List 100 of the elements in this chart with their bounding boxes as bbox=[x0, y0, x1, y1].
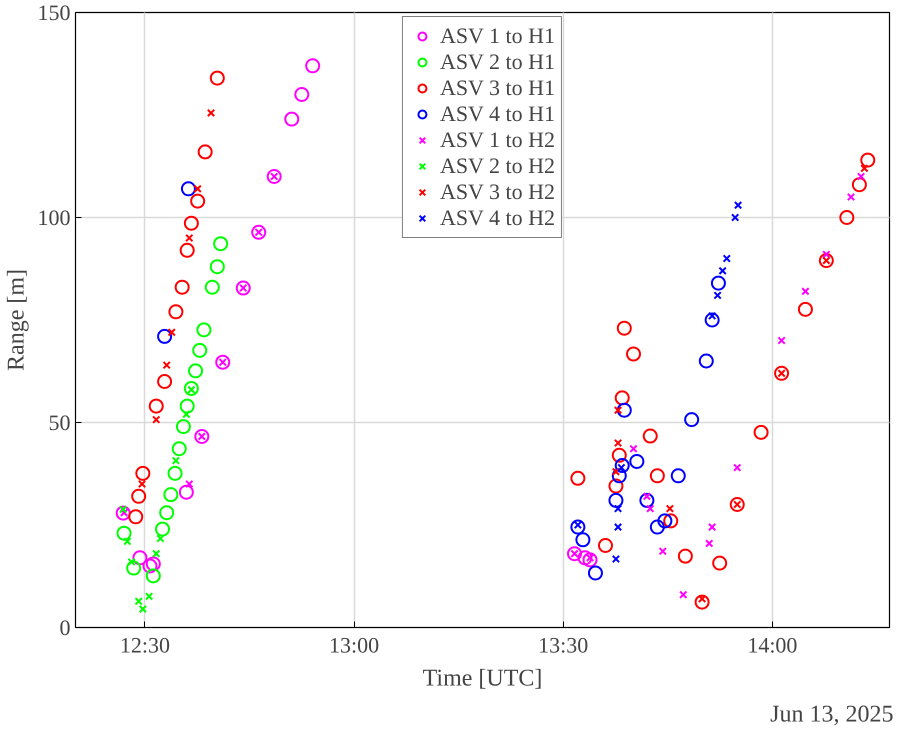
point bbox=[162, 360, 171, 370]
point bbox=[657, 513, 672, 528]
point bbox=[163, 487, 178, 502]
point bbox=[798, 302, 813, 317]
legend-label: ASV 2 to H2 bbox=[440, 153, 556, 179]
point bbox=[818, 253, 834, 268]
point bbox=[608, 478, 624, 494]
point bbox=[614, 390, 630, 406]
point bbox=[575, 532, 590, 548]
point bbox=[123, 537, 132, 546]
legend-label: ASV 3 to H2 bbox=[440, 179, 556, 205]
point bbox=[128, 509, 144, 524]
point bbox=[210, 70, 225, 86]
point bbox=[570, 470, 586, 486]
point bbox=[650, 468, 665, 484]
point bbox=[860, 164, 869, 172]
point bbox=[132, 550, 148, 566]
point bbox=[684, 412, 700, 428]
point bbox=[670, 468, 686, 484]
point bbox=[598, 538, 613, 553]
point bbox=[185, 234, 194, 242]
point bbox=[588, 565, 603, 580]
point bbox=[570, 520, 586, 535]
point bbox=[188, 363, 204, 378]
point bbox=[294, 87, 310, 102]
point bbox=[190, 194, 206, 209]
legend-label: ASV 2 to H1 bbox=[440, 49, 556, 75]
point bbox=[180, 398, 195, 414]
point bbox=[734, 201, 742, 210]
legend-label: ASV 4 to H1 bbox=[440, 101, 556, 127]
point bbox=[127, 558, 136, 566]
point bbox=[612, 448, 627, 463]
point bbox=[614, 504, 622, 513]
point bbox=[134, 597, 143, 606]
point bbox=[157, 328, 172, 344]
legend-label: ASV 4 to H2 bbox=[440, 205, 556, 231]
point bbox=[180, 181, 196, 196]
x-tick-label: 12:30 bbox=[120, 632, 170, 658]
point bbox=[718, 266, 727, 275]
point bbox=[168, 328, 176, 336]
y-tick-label: 50 bbox=[48, 410, 70, 435]
point bbox=[639, 492, 654, 508]
point bbox=[193, 184, 202, 193]
point bbox=[705, 539, 714, 548]
point bbox=[213, 236, 228, 252]
point bbox=[284, 112, 300, 127]
point bbox=[152, 550, 160, 558]
point bbox=[650, 520, 665, 535]
point bbox=[182, 410, 191, 418]
point bbox=[658, 547, 667, 556]
point bbox=[148, 398, 164, 414]
point bbox=[704, 312, 720, 328]
point bbox=[710, 276, 726, 291]
point bbox=[777, 336, 786, 345]
point bbox=[116, 506, 131, 521]
point bbox=[708, 522, 716, 532]
point bbox=[192, 342, 208, 358]
point bbox=[694, 594, 710, 610]
text: Jun 13, 2025 bbox=[770, 702, 894, 728]
point bbox=[116, 526, 132, 541]
point bbox=[774, 366, 790, 381]
point bbox=[266, 169, 282, 184]
point bbox=[196, 322, 212, 338]
point bbox=[679, 590, 688, 599]
y-tick-label: 100 bbox=[38, 205, 70, 230]
point bbox=[642, 428, 658, 444]
point bbox=[612, 468, 627, 484]
legend-label: ASV 3 to H1 bbox=[440, 75, 556, 101]
point bbox=[155, 522, 170, 537]
point bbox=[146, 568, 161, 584]
x-tick-label: 14:00 bbox=[747, 632, 798, 658]
point bbox=[722, 254, 731, 263]
point bbox=[138, 480, 146, 488]
point bbox=[646, 504, 654, 513]
point bbox=[236, 280, 251, 296]
point bbox=[754, 424, 769, 440]
point bbox=[204, 280, 220, 295]
point bbox=[856, 172, 866, 181]
point bbox=[614, 406, 622, 414]
point bbox=[206, 108, 216, 118]
point bbox=[616, 402, 632, 418]
x-axis-title: Time [UTC] bbox=[422, 666, 542, 692]
point bbox=[608, 492, 624, 508]
y-tick-label: 150 bbox=[38, 0, 70, 25]
point bbox=[131, 488, 146, 504]
point bbox=[730, 213, 740, 222]
point bbox=[126, 560, 142, 576]
point bbox=[174, 280, 190, 295]
point bbox=[168, 304, 184, 320]
point bbox=[846, 192, 856, 202]
x-tick-label: 13:00 bbox=[329, 632, 380, 658]
point bbox=[733, 463, 742, 472]
point bbox=[582, 552, 598, 568]
point bbox=[159, 505, 174, 520]
point bbox=[184, 216, 199, 231]
point bbox=[612, 554, 620, 564]
point bbox=[614, 458, 630, 474]
point bbox=[860, 152, 876, 168]
point bbox=[577, 550, 592, 566]
point bbox=[614, 522, 622, 532]
